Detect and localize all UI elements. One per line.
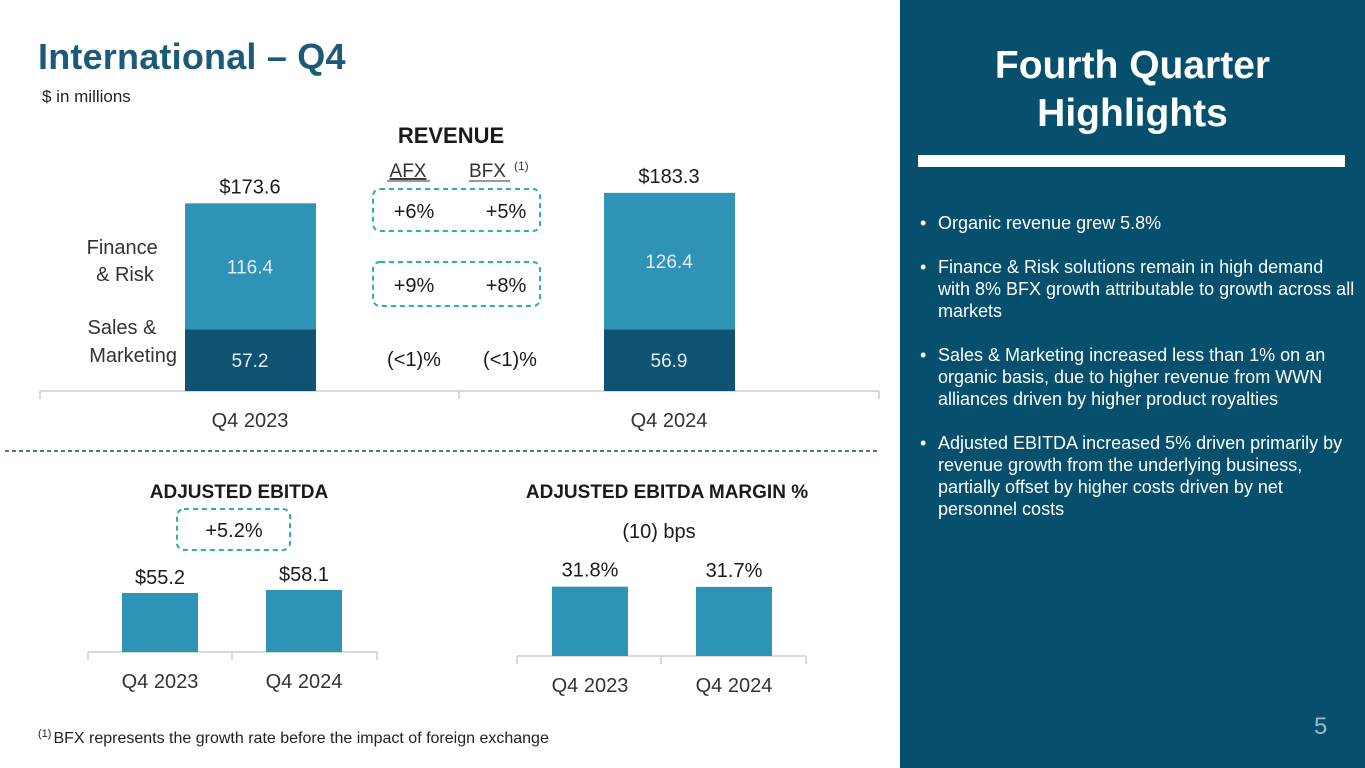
charts-canvas: REVENUE 57.2 116.4 56.9 126.4 $173.6 $18… [5,123,880,697]
margin-bar-q4-2023 [552,586,628,656]
highlight-item: Adjusted EBITDA increased 5% driven prim… [920,432,1360,520]
highlights-title: Fourth Quarter Highlights [900,42,1365,138]
revenue-bar-q4-2023-finance-risk [185,203,316,330]
growth-row-box [372,188,541,232]
margin-bar-q4-2024 [696,586,772,656]
margin-data-label: 31.8% [562,560,619,582]
revenue-category-label: Q4 2023 [212,410,289,432]
series-label-sales-marketing: Sales & Marketing [88,317,178,367]
growth-header-afx: AFX [390,161,427,182]
page-subtitle: $ in millions [42,87,131,106]
margin-title: ADJUSTED EBITDA MARGIN % [526,482,808,503]
highlights-panel: Fourth Quarter Highlights Organic revenu… [900,0,1365,768]
highlight-item: Organic revenue grew 5.8% [920,212,1360,234]
revenue-data-label: 57.2 [232,351,269,372]
revenue-bar-q4-2023-sales-marketing [185,329,316,391]
growth-header-note: (1) [514,159,529,173]
revenue-category-label: Q4 2024 [631,410,708,432]
growth-value-bfx: +8% [486,275,527,297]
margin-change-label: (10) bps [622,521,695,543]
footnote: (1) BFX represents the growth rate before… [38,728,549,748]
growth-value-afx: (<1)% [387,349,441,371]
ebitda-bar-q4-2023 [122,593,198,652]
series-label-line: Marketing [89,345,177,367]
revenue-data-label: 116.4 [227,257,274,278]
highlights-title-line: Fourth Quarter [994,44,1271,87]
margin-data-label: 31.7% [706,560,763,582]
ebitda-change-box [176,508,291,551]
ebitda-data-label: $58.1 [279,564,329,586]
growth-table: AFX BFX (1) +6% +5% +9% +8% (<1)% (<1)% [372,159,541,371]
highlights-list: Organic revenue grew 5.8% Finance & Risk… [920,212,1360,542]
revenue-bar-q4-2024-finance-risk [604,192,735,330]
margin-category-label: Q4 2024 [696,675,773,697]
growth-header-bfx: BFX [469,161,506,182]
series-label-finance-risk: Finance & Risk [87,237,164,286]
adjusted-ebitda-chart: ADJUSTED EBITDA +5.2% $55.2 $58.1 Q4 202… [87,482,378,693]
revenue-data-label: 56.9 [651,351,688,372]
growth-value-bfx: +5% [486,201,527,223]
highlight-item: Sales & Marketing increased less than 1%… [920,344,1360,410]
revenue-bar-q4-2024-sales-marketing [604,329,735,391]
ebitda-data-label: $55.2 [135,567,185,589]
growth-value-afx: +6% [394,201,435,223]
page-title: International – Q4 [38,36,346,77]
footnote-marker: (1) [38,728,52,740]
growth-row-box [372,261,541,307]
highlight-item: Finance & Risk solutions remain in high … [920,256,1360,322]
series-label-line: Sales & [88,317,158,339]
series-label-line: Finance [87,237,158,259]
highlights-title-line: Highlights [1037,92,1228,135]
highlights-divider [918,155,1345,167]
margin-category-label: Q4 2023 [552,675,629,697]
ebitda-title: ADJUSTED EBITDA [150,482,329,503]
ebitda-change-label: +5.2% [205,520,262,542]
growth-value-afx: +9% [394,275,435,297]
footnote-text: BFX represents the growth rate before th… [53,730,549,747]
ebitda-bar-q4-2024 [266,589,342,652]
revenue-total-label: $173.6 [219,176,280,198]
ebitda-margin-chart: ADJUSTED EBITDA MARGIN % (10) bps 31.8% … [516,482,808,697]
growth-value-bfx: (<1)% [483,349,537,371]
revenue-total-label: $183.3 [638,166,699,188]
ebitda-category-label: Q4 2024 [266,671,343,693]
revenue-chart: REVENUE 57.2 116.4 56.9 126.4 $173.6 $18… [39,123,880,432]
revenue-title: REVENUE [398,123,504,148]
series-label-line: & Risk [96,264,155,286]
ebitda-category-label: Q4 2023 [122,671,199,693]
revenue-data-label: 126.4 [645,252,693,273]
page-number: 5 [1314,713,1328,740]
